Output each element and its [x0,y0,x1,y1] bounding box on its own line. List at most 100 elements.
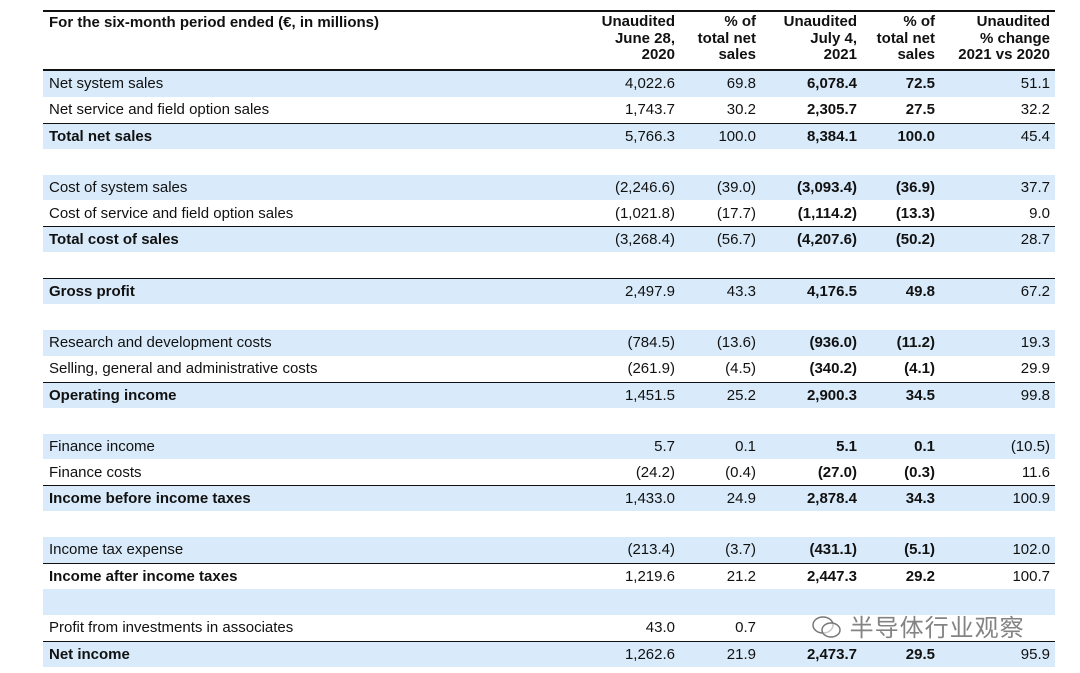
cell-value: 102.0 [1012,541,1050,559]
table-row: Net service and field option sales 1,743.… [43,97,1055,123]
table-row: Selling, general and administrative cost… [43,356,1055,382]
cell-value: (431.1) [809,541,857,559]
cell-value: (27.0) [817,463,857,481]
cell-value: 4,022.6 [624,75,675,92]
cell-value: 5,766.3 [624,127,675,145]
blank-row [43,408,1055,434]
cell-value: 72.5 [905,75,935,92]
cell-value: 95.9 [1020,645,1050,663]
column-header: Unaudited% change 2021 vs 2020 [920,13,1050,64]
row-label: Profit from investments in associates [49,618,294,636]
cell-value: 2,447.3 [806,568,857,586]
column-header: Unaudited June 28, 2020 [555,13,675,64]
cell-value: 24.9 [726,490,756,508]
cell-value: 1,743.7 [624,100,675,118]
cell-value: (36.9) [895,178,935,196]
cell-value: 29.9 [1020,359,1050,377]
cell-value: 8,384.1 [806,127,857,145]
cell-value: 2,473.7 [806,645,857,663]
cell-value: 0.1 [735,437,756,455]
cell-value: 2,878.4 [806,490,857,508]
cell-value: (213.4) [627,541,675,559]
column-header: Unaudited July 4, 2021 [737,13,857,64]
cell-value: (936.0) [809,334,857,351]
row-label: Finance income [49,437,155,455]
cell-value: 34.3 [905,490,935,508]
cell-value: (1,114.2) [797,204,857,222]
row-label: Finance costs [49,463,142,481]
table-row: Income tax expense (213.4) (3.7) (431.1) (5.… [43,537,1055,564]
cell-value: (261.9) [627,359,675,377]
cell-value: (3,093.4) [796,178,857,196]
cell-value: 5.7 [654,437,675,455]
row-label: Cost of system sales [49,178,188,196]
blank-row [43,149,1055,175]
table-row: Operating income 1,451.5 25.2 2,900.3 34.5 99… [43,381,1055,408]
row-label: Cost of service and field option sales [49,204,294,222]
row-label: Total cost of sales [49,231,179,249]
cell-value: 99.8 [1020,386,1050,404]
row-label: Gross profit [49,283,135,301]
wechat-icon [812,616,841,638]
cell-value: (17.7) [716,204,756,222]
cell-value: 5.1 [836,437,857,455]
top-rule [43,10,1055,12]
cell-value: 6,078.4 [806,75,857,92]
table-row: Finance costs (24.2) (0.4) (27.0) (0.3) 11.6 [43,460,1055,486]
row-label: Research and development costs [49,334,272,351]
row-label: Net income [49,645,130,663]
cell-value: (1,021.8) [614,204,675,222]
cell-value: 2,305.7 [806,100,857,118]
cell-value: (4.1) [904,359,935,377]
cell-value: 28.7 [1020,231,1050,249]
cell-value: 11.6 [1021,463,1050,481]
cell-value: 69.8 [726,75,756,92]
blank-row [43,589,1055,615]
header-line: Unaudited [783,13,857,30]
cell-value: (13.6) [716,334,756,351]
cell-value: 2,497.9 [624,283,675,301]
cell-value: 100.9 [1012,490,1050,508]
cell-value: 19.3 [1020,334,1050,351]
cell-value: (0.4) [725,463,756,481]
table-row: Profit from investments in associates 43.… [43,615,1055,641]
table-row: Cost of system sales (2,246.6) (39.0) (3,09… [43,174,1055,201]
table-row: Net system sales 4,022.6 69.8 6,078.4 72.5 51… [43,71,1055,97]
cell-value: 21.9 [726,645,756,663]
cell-value: 2,900.3 [806,386,857,404]
cell-value: (784.5) [627,334,675,351]
cell-value: 30.2 [726,100,756,118]
cell-value: (11.2) [896,334,935,351]
column-header: % of total net sales [656,13,756,64]
table-row: Total cost of sales (3,268.4) (56.7) (4,207… [43,226,1055,253]
cell-value: 27.5 [905,100,935,118]
row-label: Selling, general and administrative cost… [49,359,318,377]
cell-value: (13.3) [895,204,935,222]
cell-value: 51.1 [1020,75,1050,92]
cell-value: (4.5) [725,359,756,377]
cell-value: 21.2 [726,568,756,586]
cell-value: 37.7 [1020,178,1050,196]
watermark-text: 半导体行业观察 [849,615,1025,642]
cell-value: 0.1 [914,437,935,455]
cell-value: 4,176.5 [806,283,857,301]
row-label: Net service and field option sales [49,100,270,118]
row-label: Income before income taxes [49,490,251,508]
cell-value: 100.0 [718,127,756,145]
table-title: For the six-month period ended (€, in mi… [49,14,380,31]
cell-value: 0.7 [735,618,756,636]
table-row: Income before income taxes 1,433.0 24.9 2,8… [43,485,1055,512]
cell-value: (10.5) [1010,437,1050,455]
header-line: July 4, [810,29,857,47]
row-label: Income after income taxes [49,568,238,586]
cell-value: 49.8 [905,283,935,301]
table-row: Net income 1,262.6 21.9 2,473.7 29.5 95.9 [43,640,1055,667]
table-row: Cost of service and field option sales (1… [43,201,1055,227]
cell-value: 67.2 [1020,283,1050,301]
header-line: total net [697,29,756,47]
watermark: 半导体行业观察 [812,608,1025,643]
cell-value: 43.3 [726,283,756,301]
cell-value: 9.0 [1029,204,1050,222]
cell-value: (39.0) [716,178,756,196]
header-line: 2021 [823,46,857,63]
